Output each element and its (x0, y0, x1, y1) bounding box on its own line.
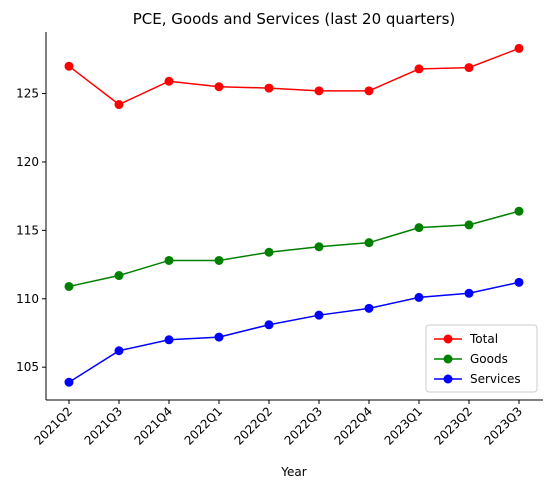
data-point-goods (314, 242, 324, 252)
x-axis-label: Year (280, 465, 306, 479)
data-point-goods (164, 255, 174, 265)
data-point-total (164, 76, 174, 86)
data-point-total (214, 82, 224, 92)
chart-title: PCE, Goods and Services (last 20 quarter… (133, 10, 456, 28)
x-tick-label: 2022Q1 (182, 404, 226, 448)
data-point-services (264, 320, 274, 330)
legend-marker-goods (443, 354, 453, 364)
x-tick-label: 2023Q3 (482, 404, 526, 448)
series-line-services (68, 281, 520, 383)
data-point-total (464, 63, 474, 73)
legend-marker-services (443, 374, 453, 384)
x-tick-label: 2021Q3 (82, 404, 126, 448)
data-point-services (464, 288, 474, 298)
x-tick-label: 2021Q2 (32, 404, 76, 448)
data-point-total (264, 83, 274, 93)
legend-box (425, 324, 538, 393)
legend-marker-total (443, 334, 453, 344)
data-point-total (114, 100, 124, 110)
x-tick-label: 2022Q3 (282, 404, 326, 448)
data-point-services (64, 377, 74, 387)
series-line-total (68, 47, 520, 106)
series-line-goods (68, 210, 520, 288)
x-tick-label: 2023Q2 (432, 404, 476, 448)
data-point-total (414, 64, 424, 74)
data-point-services (214, 332, 224, 342)
data-point-services (164, 335, 174, 345)
data-point-goods (214, 255, 224, 265)
data-point-goods (64, 281, 74, 291)
data-point-goods (114, 271, 124, 281)
data-point-services (514, 277, 524, 287)
y-tick-label: 115 (16, 223, 39, 237)
data-point-goods (464, 220, 474, 230)
data-point-goods (414, 223, 424, 233)
y-tick-label: 120 (16, 155, 39, 169)
data-point-services (314, 310, 324, 320)
data-point-total (314, 86, 324, 96)
data-point-services (364, 303, 374, 313)
data-point-total (364, 86, 374, 96)
data-point-total (514, 43, 524, 53)
legend: Total Goods Services (425, 324, 538, 393)
legend-label-goods: Goods (470, 352, 508, 366)
y-tick-label: 110 (16, 292, 39, 306)
y-tick-label: 125 (16, 87, 39, 101)
data-point-goods (514, 206, 524, 216)
plot-area (64, 43, 524, 387)
x-tick-label: 2022Q4 (332, 404, 376, 448)
x-tick-label: 2022Q2 (232, 404, 276, 448)
data-point-goods (364, 238, 374, 248)
x-tick-label: 2021Q4 (132, 404, 176, 448)
data-point-total (64, 61, 74, 71)
data-point-services (414, 292, 424, 302)
data-point-services (114, 346, 124, 356)
data-point-goods (264, 247, 274, 257)
y-tick-label: 105 (16, 360, 39, 374)
x-tick-label: 2023Q1 (382, 404, 426, 448)
legend-label-total: Total (469, 332, 498, 346)
legend-label-services: Services (470, 372, 521, 386)
